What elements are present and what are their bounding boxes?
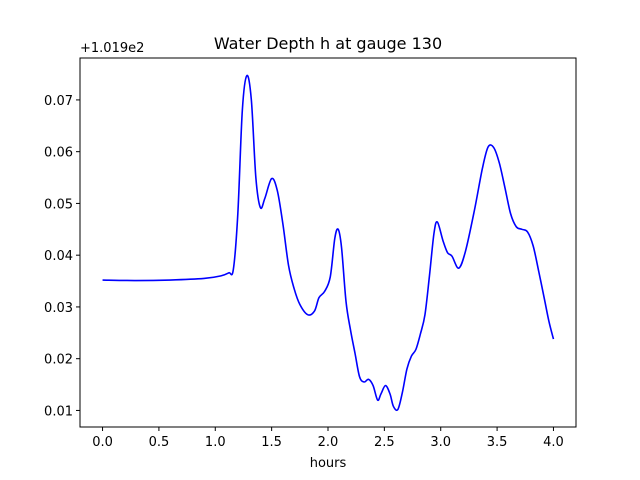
y-axis: 0.01 0.02 0.03 0.04 0.05 0.06 0.07 [44, 94, 80, 419]
y-tick-label: 0.01 [44, 404, 73, 419]
series-line-0 [102, 74, 555, 412]
y-tick-label: 0.02 [44, 353, 73, 368]
x-tick-label: 1.5 [261, 435, 282, 450]
chart-title: Water Depth h at gauge 130 [214, 34, 442, 53]
y-tick-label: 0.05 [44, 197, 73, 212]
x-tick-label: 2.5 [374, 435, 395, 450]
x-tick-label: 1.0 [205, 435, 226, 450]
y-tick-label: 0.06 [44, 146, 73, 161]
y-tick-label: 0.03 [44, 301, 73, 316]
plot-area [102, 74, 555, 412]
y-tick-label: 0.04 [44, 249, 73, 264]
y-tick-label: 0.07 [44, 94, 73, 109]
x-tick-label: 3.0 [430, 435, 451, 450]
x-tick-label: 3.5 [487, 435, 508, 450]
x-axis: 0.0 0.5 1.0 1.5 2.0 2.5 3.0 3.5 4.0 [92, 427, 564, 450]
y-offset-label: +1.019e2 [80, 41, 144, 56]
x-tick-label: 4.0 [543, 435, 564, 450]
x-tick-label: 0.5 [149, 435, 170, 450]
x-tick-label: 2.0 [318, 435, 339, 450]
x-tick-label: 0.0 [92, 435, 113, 450]
x-axis-label: hours [310, 456, 347, 471]
